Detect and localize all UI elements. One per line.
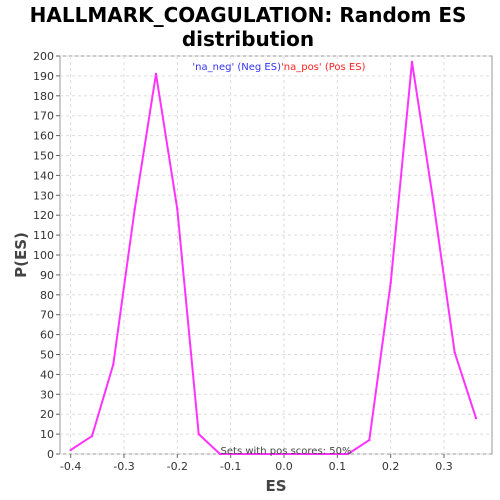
chart-title-line1: HALLMARK_COAGULATION: Random ES (30, 3, 467, 27)
x-tick-label: -0.1 (220, 460, 241, 473)
y-tick-label: 200 (33, 50, 54, 63)
y-tick-label: 150 (33, 150, 54, 163)
es-data-point (154, 72, 158, 76)
es-data-point (368, 438, 371, 442)
es-data-point (474, 416, 478, 420)
x-tick-label: -0.4 (60, 460, 81, 473)
x-tick-label: 0.2 (382, 460, 400, 473)
x-tick-label: 0.1 (329, 460, 347, 473)
es-data-point (112, 363, 115, 366)
x-axis-label: ES (265, 477, 286, 495)
y-tick-label: 160 (33, 130, 54, 143)
x-tick-label: -0.3 (113, 460, 134, 473)
es-data-point (69, 448, 72, 452)
y-tick-label: 140 (33, 169, 54, 182)
y-tick-label: 70 (40, 309, 54, 322)
es-data-point (453, 351, 456, 354)
grid-layer (60, 55, 492, 455)
y-tick-label: 80 (40, 289, 54, 302)
y-tick-label: 60 (40, 329, 54, 342)
x-tick-label: -0.2 (167, 460, 188, 473)
y-tick-label: 180 (33, 90, 54, 103)
y-tick-layer: 0 10 20 30 40 50 60 70 80 90 100 110 120 130 140 150 160… (33, 50, 60, 461)
es-data-point (90, 434, 94, 438)
es-data-point (176, 208, 179, 211)
x-tick-label: 0.3 (435, 460, 453, 473)
legend-entry-neg: 'na_neg' (Neg ES) (192, 62, 281, 73)
chart-title-line2: distribution (182, 27, 314, 51)
series-layer (69, 60, 478, 456)
es-data-point (389, 281, 392, 285)
y-tick-label: 10 (40, 428, 54, 441)
y-tick-label: 170 (33, 110, 54, 123)
es-data-point (218, 452, 222, 456)
y-tick-label: 20 (40, 408, 54, 421)
es-data-point (133, 208, 136, 211)
y-axis-label: P(ES) (12, 232, 30, 278)
y-tick-label: 50 (40, 349, 54, 362)
y-tick-label: 90 (40, 269, 54, 282)
y-tick-label: 110 (33, 229, 54, 242)
legend-entry-pos: 'na_pos' (Pos ES) (281, 62, 366, 73)
es-data-point (346, 452, 350, 456)
x-tick-label: 0.0 (275, 460, 293, 473)
y-tick-label: 0 (47, 448, 54, 461)
y-tick-label: 130 (33, 189, 54, 202)
y-tick-label: 120 (33, 209, 54, 222)
es-data-point (197, 432, 200, 436)
pos-score-annotation: Sets with pos scores: 50% (221, 446, 352, 457)
y-tick-label: 30 (40, 388, 54, 401)
y-tick-label: 100 (33, 249, 54, 262)
y-tick-label: 190 (33, 70, 54, 83)
x-tick-layer: -0.4 -0.3 -0.2 -0.1 0.0 0.1 0.2 0.3 (60, 454, 453, 473)
es-data-point (432, 200, 435, 203)
y-tick-label: 40 (40, 368, 54, 381)
es-data-point (410, 60, 414, 64)
